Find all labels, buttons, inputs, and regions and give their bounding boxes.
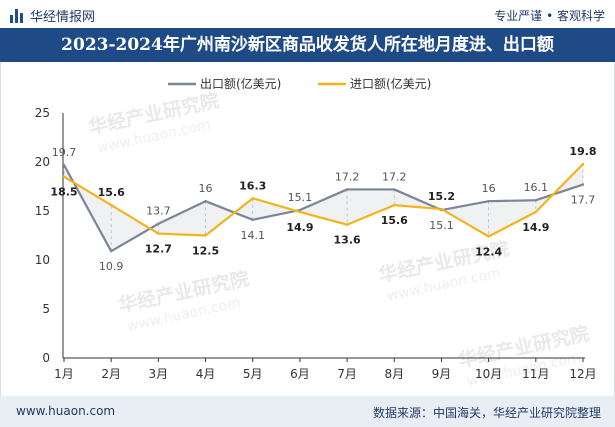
difference-band	[441, 201, 489, 237]
export-point	[487, 200, 490, 203]
export-point	[298, 208, 302, 212]
import-data-label: 16.3	[239, 179, 266, 192]
export-data-label: 19.7	[52, 146, 77, 159]
x-tick-label: 5月	[243, 367, 263, 381]
import-data-label: 14.9	[522, 221, 549, 234]
bar-chart-logo-icon	[10, 8, 24, 23]
export-data-label: 14.1	[240, 229, 265, 242]
export-data-label: 15.1	[288, 191, 313, 204]
y-tick-label: 10	[35, 253, 50, 267]
legend-label: 进口额(亿美元)	[350, 76, 431, 91]
footer-source: 数据来源：中国海关，华经产业研究院整理	[372, 406, 601, 420]
import-point	[487, 235, 490, 238]
import-point	[345, 223, 349, 226]
x-tick-label: 3月	[149, 367, 169, 381]
import-data-label: 14.9	[286, 221, 313, 234]
series-lines	[62, 162, 585, 253]
export-point	[345, 188, 349, 191]
export-point	[109, 249, 113, 253]
import-point	[581, 162, 585, 166]
legend-label: 出口额(亿美元)	[200, 76, 281, 91]
import-data-label: 12.4	[475, 245, 502, 258]
difference-band	[111, 205, 159, 252]
difference-band	[347, 189, 395, 225]
export-data-label: 13.7	[146, 205, 171, 218]
export-data-label: 17.7	[571, 194, 596, 207]
import-data-label: 12.5	[192, 245, 219, 258]
import-data-label: 19.8	[569, 145, 596, 158]
import-point	[204, 234, 207, 237]
x-tick-label: 6月	[290, 367, 310, 381]
export-data-label: 16.1	[524, 181, 549, 194]
import-data-label: 13.6	[334, 234, 361, 247]
brand: 华经情报网	[10, 6, 95, 25]
x-tick-label: 10月	[475, 367, 502, 381]
export-data-label: 17.2	[382, 170, 407, 183]
import-data-label: 15.6	[98, 186, 125, 199]
export-data-label: 17.2	[335, 170, 360, 183]
x-tick-label: 2月	[101, 367, 121, 381]
import-data-label: 18.5	[50, 186, 77, 199]
tagline: 专业严谨 • 客观科学	[494, 9, 605, 23]
import-point	[157, 232, 160, 235]
import-point	[109, 203, 113, 207]
import-point	[534, 210, 538, 214]
import-series-line	[63, 163, 584, 238]
export-data-label: 16	[199, 182, 213, 195]
export-point	[534, 199, 538, 202]
export-point	[204, 200, 207, 203]
y-tick-label: 5	[42, 302, 50, 316]
difference-band	[205, 198, 253, 236]
import-point	[393, 203, 396, 207]
y-tick-label: 0	[42, 351, 50, 365]
export-point	[157, 222, 160, 225]
export-point	[581, 183, 585, 186]
x-tick-label: 1月	[54, 367, 74, 381]
y-tick-label: 25	[35, 106, 50, 120]
top-bar: 华经情报网 专业严谨 • 客观科学	[0, 0, 615, 28]
title-bar: 2023-2024年广州南沙新区商品收发货人所在地月度进、出口额	[0, 28, 615, 62]
import-point	[440, 207, 443, 211]
y-tick-label: 20	[35, 155, 50, 169]
import-data-label: 15.2	[428, 190, 455, 203]
y-tick-label: 15	[35, 204, 50, 218]
export-point	[393, 188, 396, 191]
export-point	[251, 218, 254, 222]
difference-band	[252, 198, 300, 220]
export-data-label: 15.1	[429, 219, 454, 232]
import-data-label: 15.6	[381, 214, 408, 227]
difference-band	[488, 200, 536, 237]
export-data-label: 10.9	[99, 260, 124, 273]
import-data-label: 12.7	[145, 243, 172, 256]
x-tick-label: 4月	[196, 367, 216, 381]
x-tick-label: 12月	[569, 367, 596, 381]
export-point	[62, 163, 66, 167]
difference-band	[158, 201, 206, 236]
axes: 0 5 10 15 20 25 1月 2月 3月 4月 5月 6月 7月 8月 9月 10月 11月 12月	[35, 106, 597, 381]
import-point	[251, 197, 254, 200]
x-tick-label: 11月	[522, 367, 549, 381]
x-tick-label: 8月	[384, 367, 404, 381]
footer: www.huaon.com 数据来源：中国海关，华经产业研究院整理	[0, 396, 615, 427]
brand-name: 华经情报网	[30, 10, 96, 25]
legend: 出口额(亿美元) 进口额(亿美元)	[168, 76, 431, 91]
x-tick-label: 7月	[337, 367, 357, 381]
footer-website: www.huaon.com	[16, 404, 116, 418]
difference-band	[299, 189, 348, 225]
import-point	[62, 175, 66, 178]
line-chart: 华经产业研究院www.huaon.com华经产业研究院www.huaon.com…	[35, 76, 597, 390]
data-labels: 19.7 18.5 10.9 15.6 13.7 12.7 16 12.5 14.1 16.3 15…	[50, 145, 596, 273]
import-point	[298, 210, 302, 214]
export-data-label: 16	[482, 182, 496, 195]
chart-title: 2023-2024年广州南沙新区商品收发货人所在地月度进、出口额	[61, 35, 554, 55]
x-tick-label: 9月	[432, 367, 452, 381]
